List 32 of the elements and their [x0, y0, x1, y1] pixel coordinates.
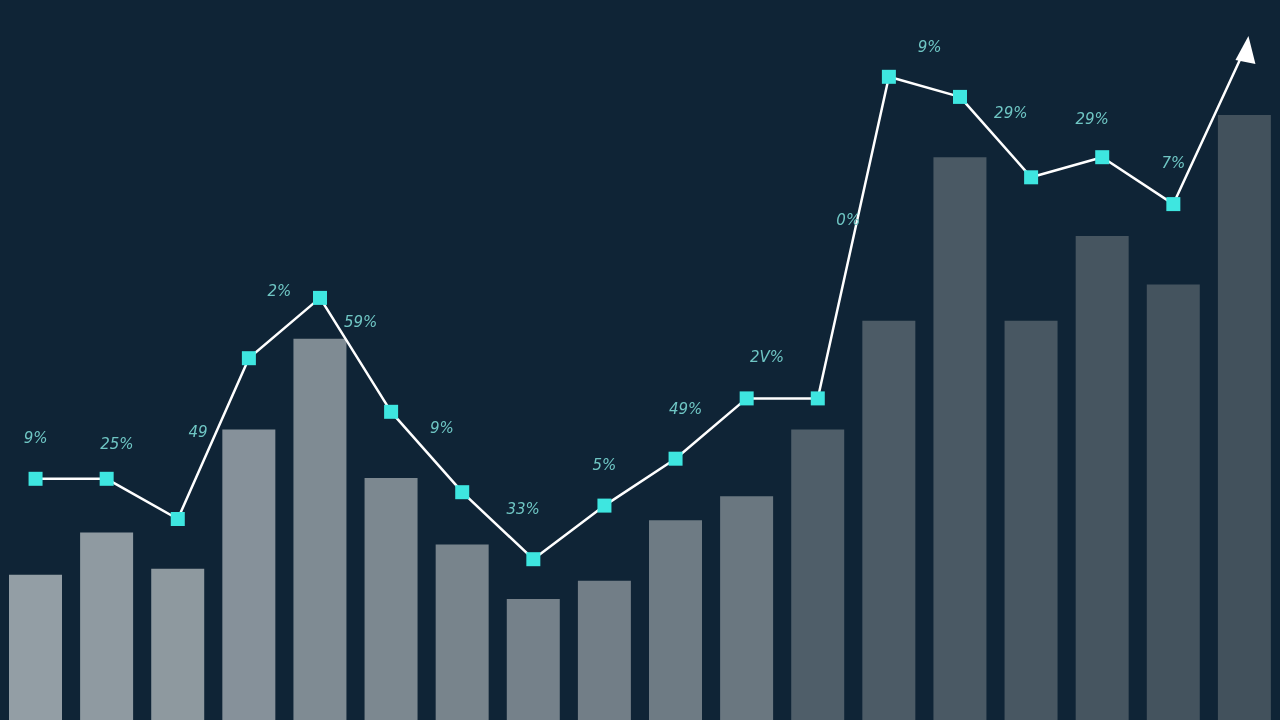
annotation: 9%: [430, 419, 454, 438]
bar: [577, 580, 631, 720]
bar: [720, 496, 774, 720]
bar: [151, 568, 205, 720]
bar: [933, 157, 987, 720]
bar: [1075, 236, 1129, 720]
bar: [649, 520, 702, 720]
annotation: 33%: [506, 499, 540, 518]
bar: [862, 320, 916, 720]
annotation: 49%: [669, 400, 703, 419]
annotation: 9%: [23, 428, 48, 447]
annotation: 25%: [100, 434, 134, 453]
annotation: 59%: [343, 312, 378, 331]
bar: [1217, 115, 1271, 720]
annotation: 7%: [1161, 154, 1186, 173]
annotation: 49: [188, 423, 208, 442]
bar: [1004, 320, 1058, 720]
bar: [80, 532, 134, 720]
bar: [222, 429, 276, 720]
annotation: 29%: [994, 104, 1028, 123]
bar: [791, 429, 845, 720]
bar: [293, 338, 347, 720]
bar: [1146, 284, 1200, 720]
bar: [506, 599, 560, 720]
annotation: 5%: [592, 455, 617, 474]
annotation: 9%: [917, 38, 942, 57]
bar: [364, 478, 418, 720]
annotation: 29%: [1075, 110, 1109, 129]
annotation: 2%: [267, 282, 292, 301]
annotation: 2V%: [749, 348, 785, 367]
bar: [9, 574, 62, 720]
bar: [435, 544, 489, 720]
